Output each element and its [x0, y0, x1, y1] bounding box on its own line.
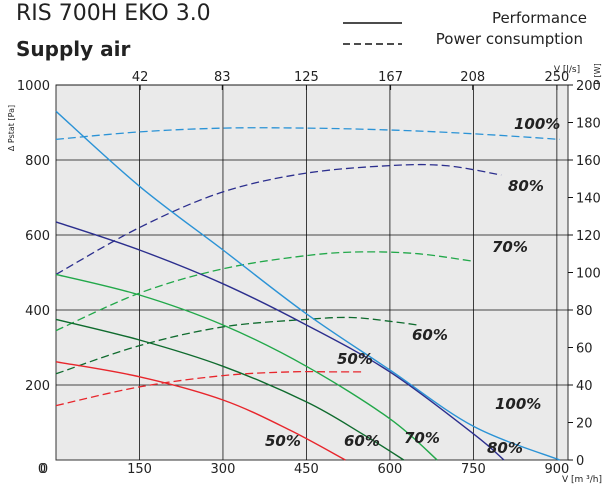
power-curve-50pct [55, 370, 363, 407]
performance-curve-60pct [55, 318, 405, 461]
x-tick-600: 600 [377, 462, 402, 477]
grid [56, 84, 568, 460]
curve-annotations: 100% 80% 70% 60% 50% 100% 80% 70% 60% 50… [265, 115, 560, 457]
power-70-label: 70% [492, 238, 528, 256]
top-tick-83: 83 [214, 70, 231, 85]
y2-tick-160: 160 [576, 154, 601, 169]
power-curve-70pct [55, 251, 474, 332]
power-curve-60pct [55, 316, 418, 375]
performance-curve-70pct [55, 273, 438, 461]
power-curve-80pct [55, 163, 502, 275]
power-60-label: 60% [412, 326, 448, 344]
y-tick-1000: 1000 [17, 79, 50, 94]
x-tick-900: 900 [544, 462, 569, 477]
power-80-label: 80% [508, 177, 544, 195]
x-tick-450: 450 [294, 462, 319, 477]
x-tick-750: 750 [461, 462, 486, 477]
y-tick-800: 800 [25, 154, 50, 169]
plot-area [55, 84, 569, 461]
legend-power-label: Power consumption [436, 30, 583, 48]
power-100-label: 100% [514, 115, 560, 133]
top-axis-label: V [l/s] [554, 65, 580, 75]
legend-performance-label: Performance [492, 9, 587, 27]
x-tick-300: 300 [211, 462, 236, 477]
curves [55, 110, 560, 461]
top-tick-42: 42 [132, 70, 149, 85]
y2-tick-60: 60 [576, 342, 593, 357]
y-tick-0: 0 [40, 462, 48, 477]
y2-tick-80: 80 [576, 304, 593, 319]
perf-60-label: 60% [344, 432, 380, 450]
y2-tick-200: 200 [576, 79, 601, 94]
performance-curve-100pct [55, 110, 560, 461]
y2-tick-140: 140 [576, 192, 601, 207]
top-tick-208: 208 [460, 70, 485, 85]
x-tick-150: 150 [127, 462, 152, 477]
top-tick-167: 167 [378, 70, 403, 85]
y-tick-600: 600 [25, 229, 50, 244]
y2-tick-100: 100 [576, 267, 601, 282]
x-tick-0: 0 [38, 462, 46, 477]
perf-100-label: 100% [495, 395, 541, 413]
y2-tick-180: 180 [576, 117, 601, 132]
performance-curve-80pct [55, 221, 505, 461]
y-axis-label: Δ Pstat [Pa] [7, 105, 16, 151]
y-tick-200: 200 [25, 379, 50, 394]
legend: Performance Power consumption [343, 9, 587, 48]
y2-axis-label: P [W] [593, 63, 602, 85]
top-tick-125: 125 [294, 70, 319, 85]
y2-tick-40: 40 [576, 379, 593, 394]
y2-tick-0: 0 [576, 454, 584, 469]
perf-50-label: 50% [265, 432, 301, 450]
performance-curve-50pct [55, 361, 346, 461]
perf-50-power-label: 50% [337, 350, 373, 368]
y2-tick-120: 120 [576, 229, 601, 244]
perf-80-label: 80% [487, 439, 523, 457]
x-axis-label: V [m ³/h] [562, 475, 602, 485]
y-tick-400: 400 [25, 304, 50, 319]
perf-70-label: 70% [404, 429, 440, 447]
top-tick-250: 250 [544, 70, 569, 85]
model-title: RIS 700H EKO 3.0 [16, 1, 211, 26]
chart-subtitle: Supply air [16, 37, 130, 61]
y2-tick-20: 20 [576, 417, 593, 432]
